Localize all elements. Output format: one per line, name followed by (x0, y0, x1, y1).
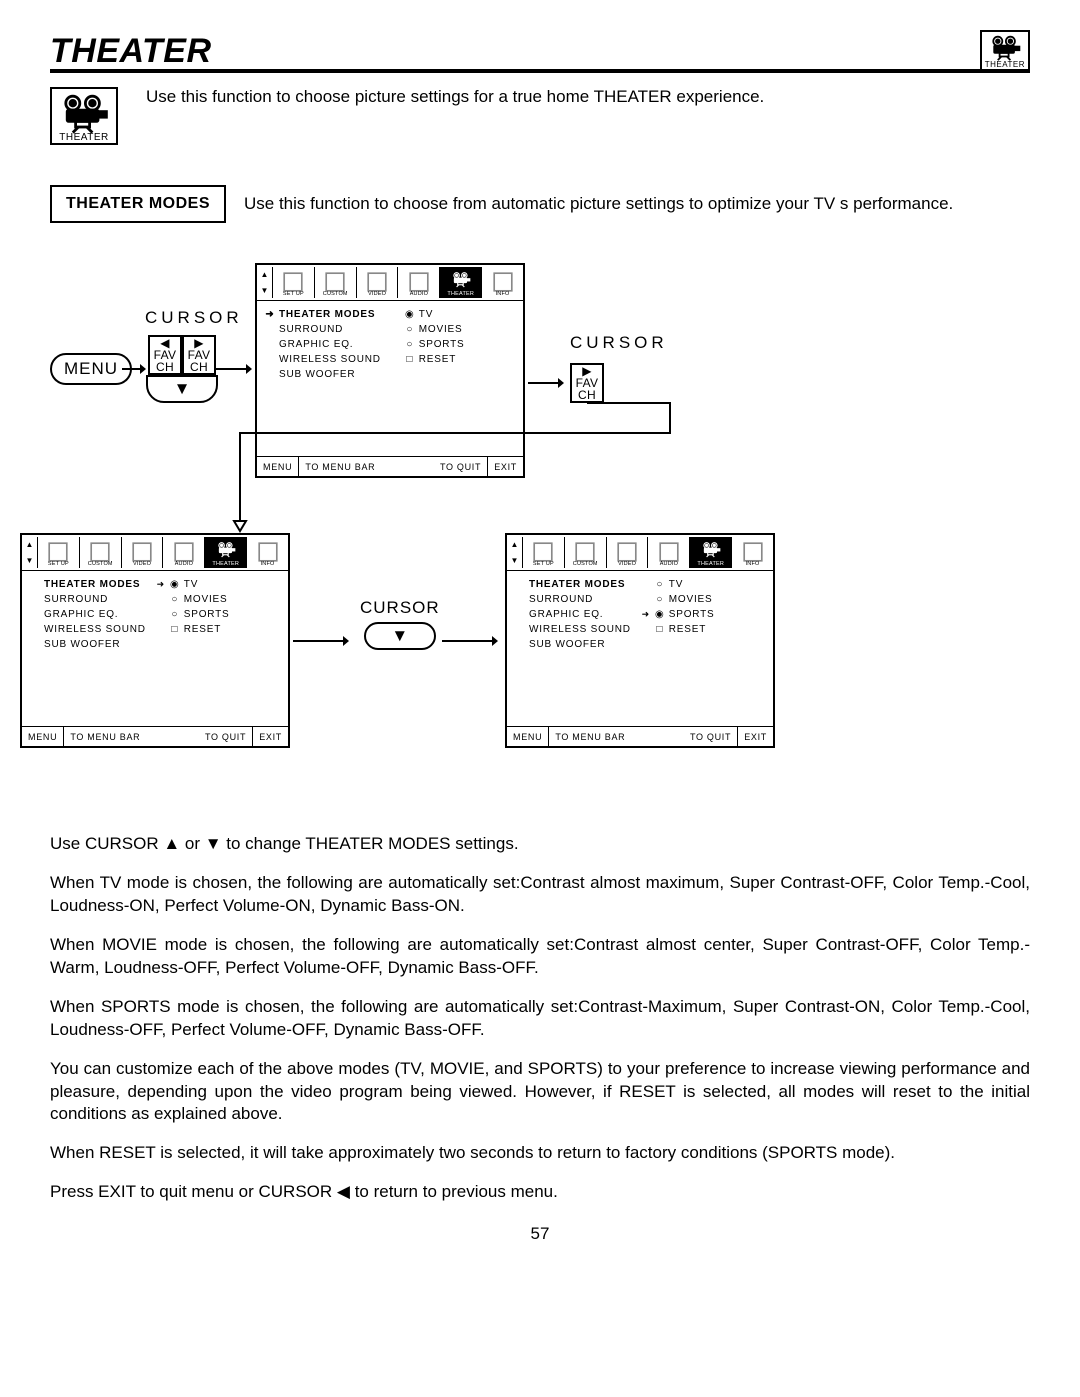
projector-icon (987, 34, 1023, 60)
p1: When TV mode is chosen, the following ar… (50, 872, 1030, 918)
arrow-cursor-to-screen3 (442, 633, 498, 649)
modes-box: THEATER MODES (50, 185, 226, 223)
modes-desc: Use this function to choose from automat… (244, 194, 953, 214)
projector-icon (56, 92, 112, 132)
cursor-down-mid[interactable]: ▼ (364, 622, 436, 650)
page-title: THEATER (50, 32, 212, 71)
intro-row: THEATER Use this function to choose pict… (50, 87, 1030, 145)
screen-bottom-right: ▲▼ SET UPCUSTOMVIDEOAUDIOTHEATERINFO THE… (505, 533, 775, 748)
body-text: Use CURSOR ▲ or ▼ to change THEATER MODE… (50, 833, 1030, 1204)
p4: You can customize each of the above mode… (50, 1058, 1030, 1127)
diagram-area: CURSOR MENU ◀ FAVCH ▶ FAVCH ▼ ▲▼ SET UPC… (50, 263, 1030, 783)
p0: Use CURSOR ▲ or ▼ to change THEATER MODE… (50, 833, 1030, 856)
theater-icon-small: THEATER (980, 30, 1030, 71)
p2: When MOVIE mode is chosen, the following… (50, 934, 1030, 980)
cursor-mid: CURSOR ▼ (360, 598, 440, 650)
icon-label-small: THEATER (985, 60, 1025, 69)
header: THEATER THEATER (50, 30, 1030, 71)
icon-label-big: THEATER (59, 132, 108, 143)
p6: Press EXIT to quit menu or CURSOR ◀ to r… (50, 1181, 1030, 1204)
intro-text: Use this function to choose picture sett… (146, 87, 764, 107)
theater-icon-big: THEATER (50, 87, 118, 145)
page-number: 57 (50, 1224, 1030, 1244)
arrow-screen2-to-cursor (293, 633, 349, 649)
p3: When SPORTS mode is chosen, the followin… (50, 996, 1030, 1042)
modes-row: THEATER MODES Use this function to choos… (50, 185, 1030, 223)
screen-bottom-left: ▲▼ SET UPCUSTOMVIDEOAUDIOTHEATERINFO THE… (20, 533, 290, 748)
p5: When RESET is selected, it will take app… (50, 1142, 1030, 1165)
